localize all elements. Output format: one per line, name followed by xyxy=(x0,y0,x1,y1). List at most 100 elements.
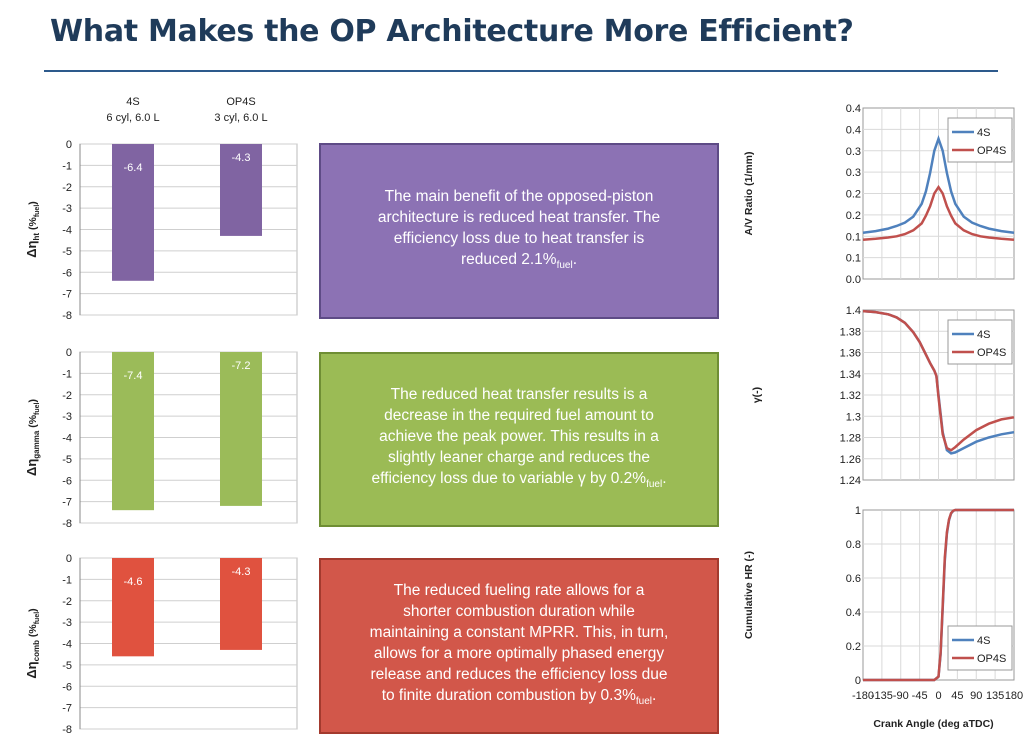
bar-value-label: -4.6 xyxy=(124,576,143,588)
bar xyxy=(112,352,154,511)
x-tick-label: 135 xyxy=(986,690,1004,702)
y-tick-label: 0.2 xyxy=(846,641,861,653)
x-tick-label: 90 xyxy=(970,690,982,702)
ylabel-tail: (% xyxy=(27,624,39,640)
y-tick-label: -5 xyxy=(62,454,72,466)
y-tick-label: 0.3 xyxy=(846,167,861,179)
y-tick-label: 1.38 xyxy=(840,326,861,338)
ylabel-sub: comb xyxy=(32,640,41,661)
y-tick-label: -1 xyxy=(62,574,72,586)
bar-value-label: -7.4 xyxy=(124,370,143,382)
box-text-line: release and reduces the efficiency loss … xyxy=(370,665,668,683)
y-tick-label: 1.3 xyxy=(846,411,861,423)
box-text-subscript: fuel xyxy=(635,696,652,708)
bar xyxy=(220,144,262,236)
y-tick-label: -3 xyxy=(62,203,72,215)
y-tick-label: 0.6 xyxy=(846,573,861,585)
y-tick-label: -3 xyxy=(62,617,72,629)
y-tick-label: 0.4 xyxy=(846,103,861,115)
y-tick-label: 0.2 xyxy=(846,210,861,222)
box-text-subscript: fuel xyxy=(556,260,573,272)
y-axis-label: Cumulative HR (-) xyxy=(743,551,755,639)
box-text-line: allows for a more optimally phased energ… xyxy=(373,644,665,662)
ylabel-part: Δη xyxy=(24,661,39,678)
series-line xyxy=(862,184,1015,241)
x-tick-label: 180 xyxy=(1005,690,1023,702)
y-tick-label: 1.4 xyxy=(846,305,861,317)
series-line xyxy=(862,135,1015,235)
y-tick-label: -3 xyxy=(62,411,72,423)
gamma-textbox: The reduced heat transfer results is a de… xyxy=(319,352,719,527)
legend-box xyxy=(947,117,1013,163)
y-tick-label: 1.34 xyxy=(840,369,861,381)
x-tick-label: -135 xyxy=(871,690,893,702)
box-text-line: maintaining a constant MPRR. This, in tu… xyxy=(369,623,669,641)
bar-value-label: -6.4 xyxy=(124,162,143,174)
y-tick-label: 0 xyxy=(855,675,861,687)
bar-value-label: -4.3 xyxy=(232,152,251,164)
x-axis-label: Crank Angle (deg aTDC) xyxy=(873,718,993,730)
y-tick-label: -8 xyxy=(62,310,72,322)
y-tick-label: 0.8 xyxy=(846,539,861,551)
bar xyxy=(112,144,154,281)
y-tick-label: -6 xyxy=(62,267,72,279)
x-tick-label: -90 xyxy=(893,690,909,702)
y-tick-label: 1 xyxy=(855,505,861,517)
heat-transfer-textbox: The main benefit of the opposed-piston ar… xyxy=(319,143,719,319)
x-tick-label: 45 xyxy=(951,690,963,702)
ylabel-end: ) xyxy=(27,399,39,403)
box-text-line: achieve the peak power. This results in … xyxy=(379,427,659,445)
box-text-line: slightly leaner charge and reduces the xyxy=(388,448,650,466)
bar-charts-svg: 4S 6 cyl, 6.0 L OP4S 3 cyl, 6.0 L 0 -1 -2 -3 -4 -… xyxy=(24,96,298,736)
ylabel-sub: fuel xyxy=(34,402,41,415)
bar-value-label: -4.3 xyxy=(232,566,251,578)
y-tick-label: -6 xyxy=(62,475,72,487)
bar xyxy=(220,558,262,650)
combustion-textbox: The reduced fueling rate allows for a sho… xyxy=(319,558,719,734)
y-tick-label: -7 xyxy=(62,289,72,301)
legend-label: OP4S xyxy=(977,653,1006,665)
y-tick-label: -5 xyxy=(62,246,72,258)
line-charts-svg: 0.0 0.1 0.1 0.2 0.2 0.3 0.3 0.4 0.4 4S OP4S A/V Rat… xyxy=(743,103,1023,730)
ylabel-part: Δη xyxy=(24,240,39,257)
y-tick-label: 1.26 xyxy=(840,454,861,466)
box-text-line: efficiency loss due to variable γ by 0.2… xyxy=(371,469,667,491)
box-text-line: to finite duration combustion by 0.3%fue… xyxy=(381,686,657,708)
y-tick-label: 0.2 xyxy=(846,189,861,201)
line-charts-panel: 0.0 0.1 0.1 0.2 0.2 0.3 0.3 0.4 0.4 4S OP4S A/V Rat… xyxy=(730,100,1028,743)
ylabel-part: Δη xyxy=(24,459,39,476)
legend-box xyxy=(947,319,1013,365)
box-text-line: The reduced heat transfer results is a xyxy=(390,385,648,403)
y-tick-label: -2 xyxy=(62,182,72,194)
ylabel-sub: fuel xyxy=(34,612,41,625)
box-text-line: architecture is reduced heat transfer. T… xyxy=(377,208,661,226)
y-tick-label: -2 xyxy=(62,390,72,402)
line-chart-2: 1.24 1.26 1.28 1.3 1.32 1.34 1.36 1.38 1.4 4S OP4S… xyxy=(751,305,1015,487)
y-tick-label: 1.36 xyxy=(840,348,861,360)
y-axis-label: γ(-) xyxy=(751,387,763,403)
bar-chart-2: 0 -1 -2 -3 -4 -5 -6 -7 -8 -7.4 -7.2 Δηgamma (%fuel) xyxy=(24,347,298,530)
y-tick-label: -8 xyxy=(62,724,72,736)
box-text-line: efficiency loss due to heat transfer is xyxy=(393,229,645,247)
ylabel-tail: (% xyxy=(27,414,39,430)
series-line xyxy=(863,508,1014,682)
y-tick-label: -8 xyxy=(62,518,72,530)
y-tick-label: -6 xyxy=(62,681,72,693)
box-text-subscript: fuel xyxy=(646,479,663,491)
ylabel-sub: gamma xyxy=(32,430,41,459)
series-line xyxy=(862,309,1015,452)
legend-label: OP4S xyxy=(977,145,1006,157)
y-tick-label: -4 xyxy=(62,433,72,445)
legend-label: 4S xyxy=(977,635,990,647)
column-spec: 6 cyl, 6.0 L xyxy=(106,112,159,124)
legend-label: 4S xyxy=(977,329,990,341)
ylabel-end: ) xyxy=(27,608,39,612)
y-tick-label: -1 xyxy=(62,368,72,380)
bar xyxy=(112,558,154,657)
y-axis-label: Δηcomb (%fuel) xyxy=(24,608,41,678)
column-spec: 3 cyl, 6.0 L xyxy=(214,112,267,124)
bar xyxy=(220,352,262,506)
box-text-line: The reduced fueling rate allows for a xyxy=(393,581,645,599)
y-tick-label: 0.3 xyxy=(846,146,861,158)
bar-chart-3: 0 -1 -2 -3 -4 -5 -6 -7 -8 -4.6 -4.3 Δηcomb (%fuel) xyxy=(24,553,298,736)
